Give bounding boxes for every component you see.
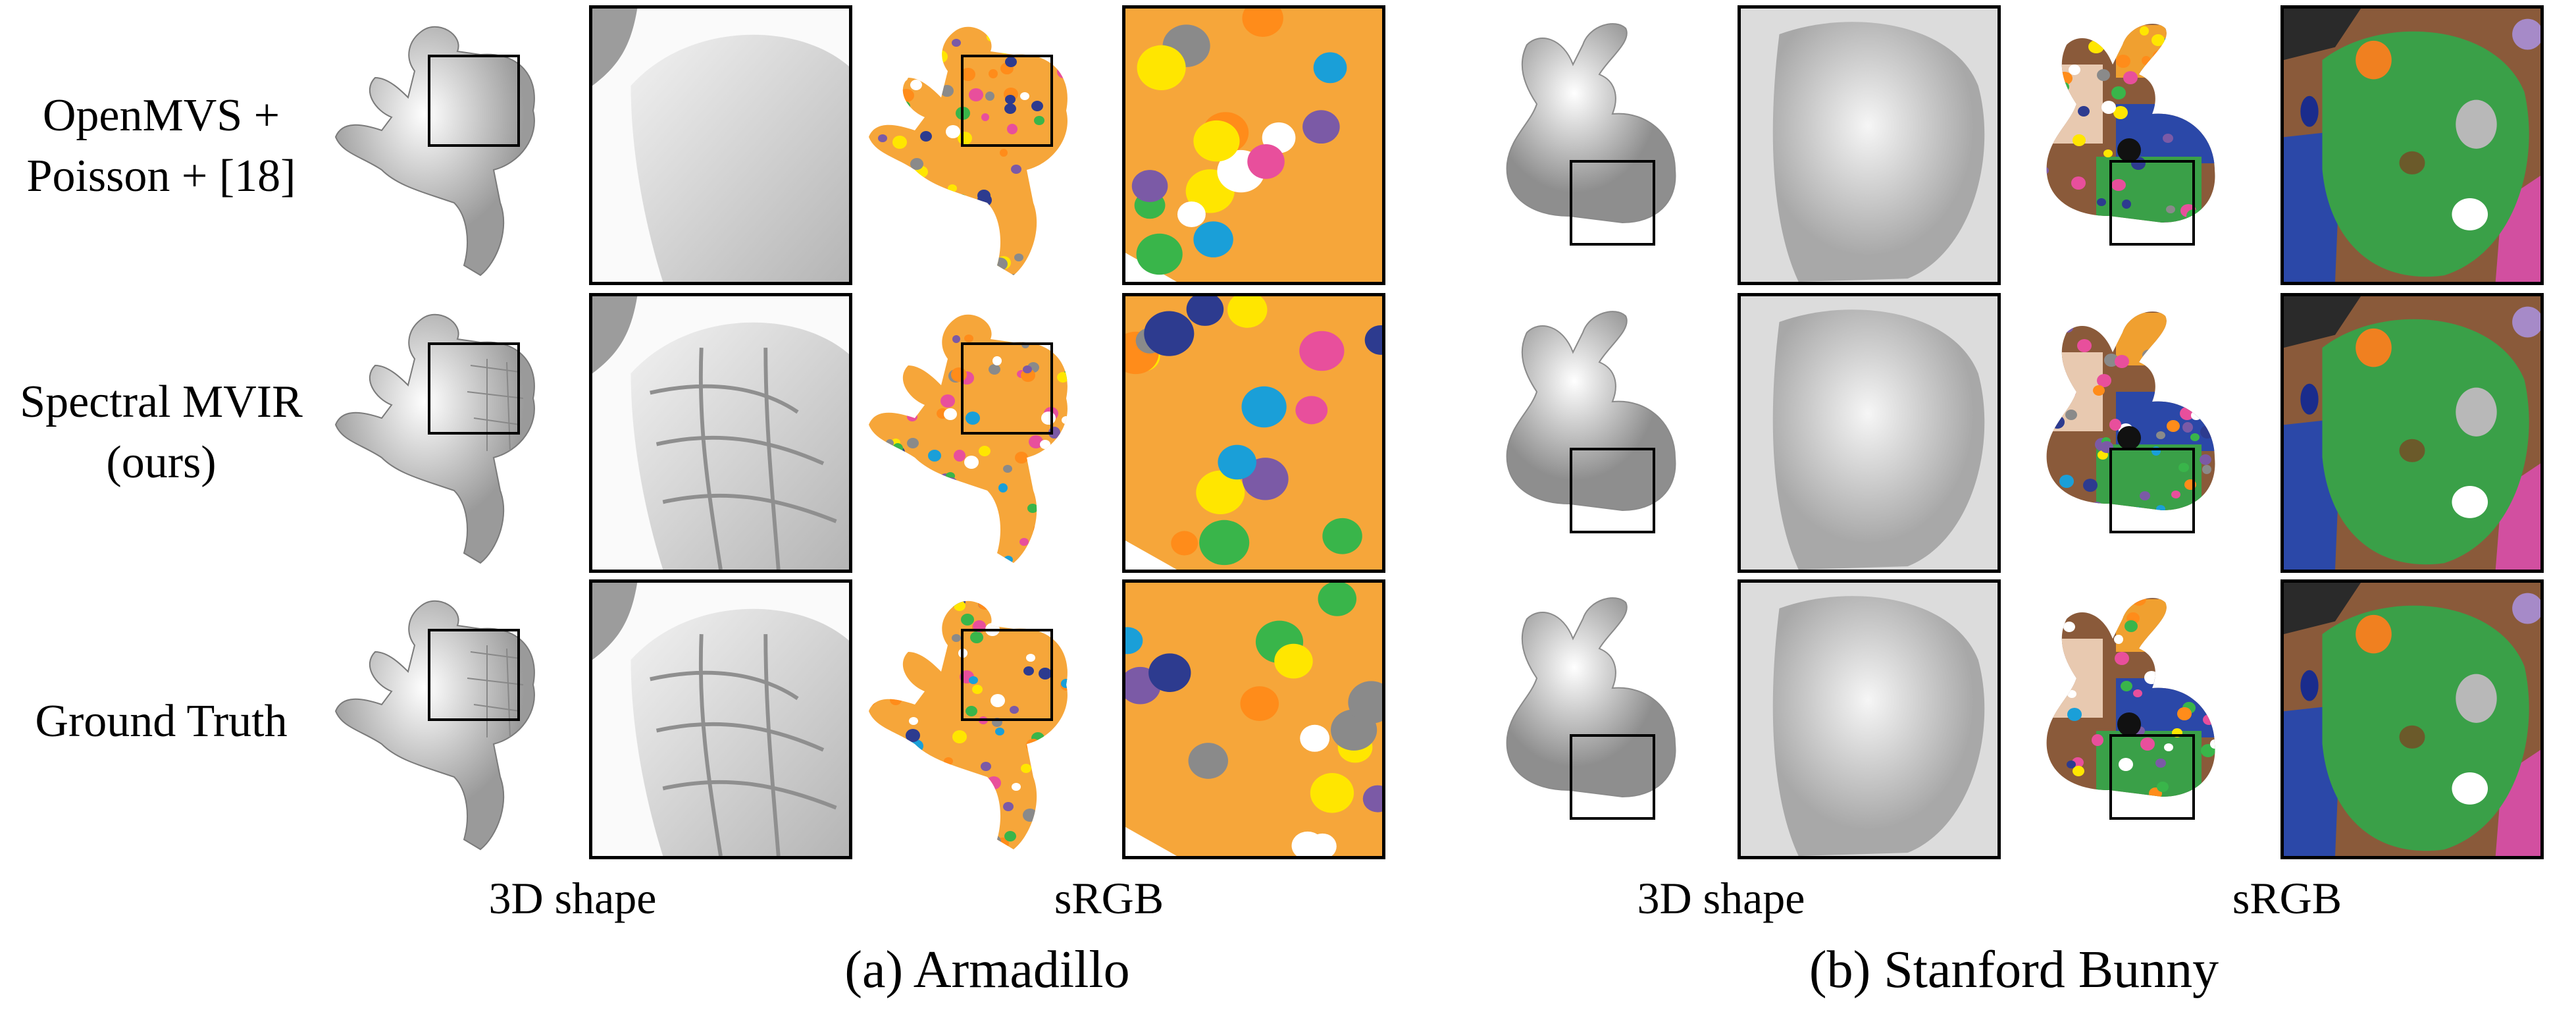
col-label-a-srgb: sRGB [1054,873,1164,923]
row-label-spectral-mvir: Spectral MVIR (ours) [0,372,322,493]
col-label-a-shape: 3D shape [488,873,657,923]
row-label-line: (ours) [106,437,217,488]
col-label-b-shape: 3D shape [1637,873,1805,923]
arm-shape-thumb-image [322,293,586,573]
zoom-region-box [2109,160,2195,246]
bun-shape-zoom-image [1738,293,2001,573]
row-label-openmvs: OpenMVS + Poisson + [18] [0,86,322,207]
arm-rgb-zoom-image [1122,293,1385,573]
arm-shape-zoom-image [589,5,852,285]
bun-rgb-zoom-image [2280,293,2544,573]
bun-rgb-thumb-image [2017,579,2280,859]
zoom-region-box [961,342,1053,435]
arm-shape-thumb-image [322,579,586,859]
zoom-region-box [961,55,1053,147]
bun-shape-thumb-image [1478,579,1741,859]
row-label-line: Spectral MVIR [20,377,303,427]
row-label-line: Ground Truth [35,696,288,747]
arm-shape-thumb-image [322,5,586,285]
arm-shape-zoom-image [589,579,852,859]
zoom-region-box [428,342,520,435]
bun-shape-thumb-image [1478,293,1741,573]
zoom-region-box [1570,448,1655,533]
arm-rgb-zoom-image [1122,5,1385,285]
row-label-ground-truth: Ground Truth [0,691,322,752]
zoom-region-box [428,629,520,721]
zoom-region-box [961,629,1053,721]
bun-shape-zoom-image [1738,5,2001,285]
arm-shape-zoom-image [589,293,852,573]
zoom-region-box [428,55,520,147]
arm-rgb-zoom-image [1122,579,1385,859]
bun-shape-zoom-image [1738,579,2001,859]
arm-rgb-thumb-image [856,5,1119,285]
row-label-line: Poisson + [18] [26,151,296,201]
zoom-region-box [1570,160,1655,246]
zoom-region-box [2109,448,2195,533]
arm-rgb-thumb-image [856,579,1119,859]
bun-shape-thumb-image [1478,5,1741,285]
arm-rgb-thumb-image [856,293,1119,573]
zoom-region-box [1570,734,1655,820]
bun-rgb-zoom-image [2280,5,2544,285]
row-label-line: OpenMVS + [42,90,280,141]
bun-rgb-thumb-image [2017,293,2280,573]
subcaption-armadillo: (a) Armadillo [844,941,1130,999]
bun-rgb-zoom-image [2280,579,2544,859]
subcaption-bunny: (b) Stanford Bunny [1809,941,2219,999]
col-label-b-srgb: sRGB [2232,873,2342,923]
bun-rgb-thumb-image [2017,5,2280,285]
zoom-region-box [2109,734,2195,820]
